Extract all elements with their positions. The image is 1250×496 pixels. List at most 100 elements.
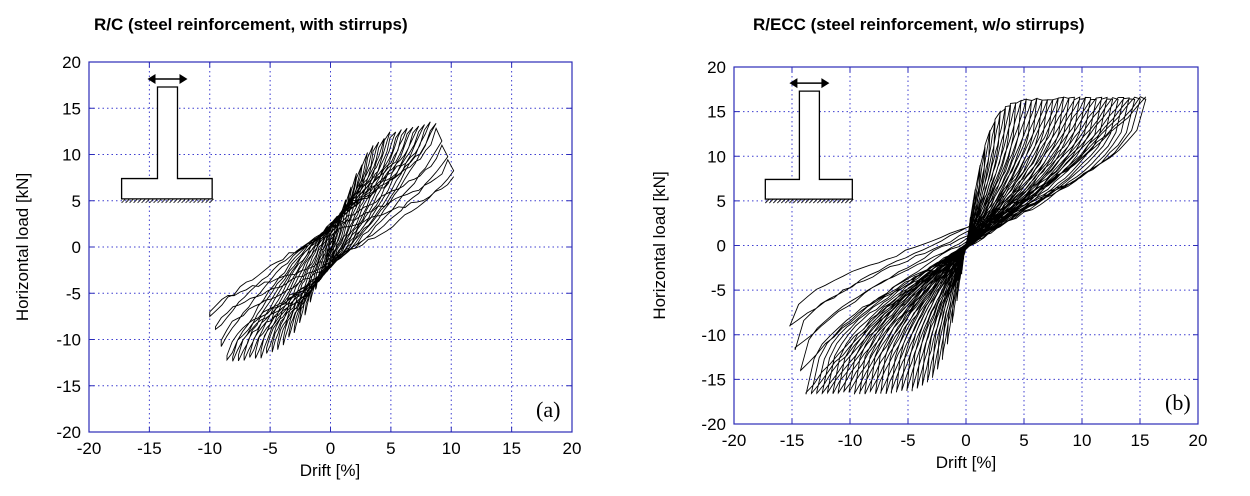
ground-hatch <box>797 198 802 204</box>
ground-hatch <box>833 198 838 204</box>
chart-title: R/C (steel reinforcement, with stirrups) <box>94 15 408 34</box>
ground-hatch <box>169 198 174 204</box>
load-arrow-head <box>179 73 188 84</box>
y-tick-label: 20 <box>707 58 726 77</box>
ground-hatch <box>125 198 130 204</box>
chart-title: R/ECC (steel reinforcement, w/o stirrups… <box>753 15 1085 34</box>
y-tick-label: 0 <box>72 238 81 257</box>
y-tick-label: 15 <box>707 103 726 122</box>
ground-hatch <box>825 198 830 204</box>
ground-hatch <box>777 198 782 204</box>
y-axis-label: Horizontal load [kN] <box>13 173 32 321</box>
ground-hatch <box>209 198 214 204</box>
column-footing-icon <box>120 73 214 204</box>
x-tick-label: 15 <box>1131 431 1150 450</box>
ground-hatch <box>205 198 210 204</box>
ground-hatch <box>129 198 134 204</box>
ground-hatch <box>845 198 850 204</box>
ground-hatch <box>145 198 150 204</box>
x-tick-label: 10 <box>442 439 461 458</box>
chart-a: -20 -15 -10 -5 0 5 10 15 20 20 15 10 5 0 -5 -10 -15 -20 Dr… <box>13 53 582 480</box>
ground-hatch <box>809 198 814 204</box>
ground-hatch <box>185 198 190 204</box>
ground-hatch <box>785 198 790 204</box>
x-tick-label: -20 <box>722 431 747 450</box>
ground-hatch <box>149 198 154 204</box>
hysteresis-line <box>209 121 455 362</box>
ground-hatch <box>161 198 166 204</box>
x-axis-label: Drift [%] <box>936 453 996 472</box>
ground-hatch <box>801 198 806 204</box>
y-tick-label: -15 <box>56 377 81 396</box>
y-tick-label: 0 <box>717 237 726 256</box>
y-tick-label: -10 <box>56 331 81 350</box>
x-tick-label: 20 <box>1189 431 1208 450</box>
x-tick-label: 0 <box>326 439 335 458</box>
ground-hatch <box>773 198 778 204</box>
load-arrow-head <box>821 78 830 89</box>
ground-hatch <box>157 198 162 204</box>
y-tick-label: 20 <box>62 53 81 72</box>
y-tick-label: 10 <box>62 146 81 165</box>
ground-hatch <box>153 198 158 204</box>
ground-hatch <box>789 198 794 204</box>
ground-hatch <box>793 198 798 204</box>
x-tick-label: 15 <box>502 439 521 458</box>
ground-hatch <box>121 198 126 204</box>
y-tick-label: -15 <box>701 370 726 389</box>
y-tick-label: 5 <box>72 192 81 211</box>
x-tick-label: 5 <box>1019 431 1028 450</box>
x-tick-label: -10 <box>838 431 863 450</box>
ground-hatch <box>177 198 182 204</box>
x-tick-label: -15 <box>137 439 162 458</box>
ground-hatch <box>765 198 770 204</box>
x-tick-label: -5 <box>263 439 278 458</box>
x-tick-label: 20 <box>563 439 582 458</box>
x-tick-label: 10 <box>1073 431 1092 450</box>
ground-hatch <box>165 198 170 204</box>
ground-hatch <box>133 198 138 204</box>
ground-hatch <box>141 198 146 204</box>
ground-hatch <box>193 198 198 204</box>
x-tick-label: -5 <box>900 431 915 450</box>
ground-hatch <box>837 198 842 204</box>
y-tick-label: -10 <box>701 326 726 345</box>
ground-hatch <box>769 198 774 204</box>
chart-panel-b: R/ECC (steel reinforcement, w/o stirrups… <box>625 0 1250 496</box>
ground-hatch <box>197 198 202 204</box>
ground-hatch <box>821 198 826 204</box>
hysteresis-curves <box>789 96 1147 395</box>
ground-hatch <box>849 198 854 204</box>
y-tick-label: 5 <box>717 192 726 211</box>
ground-hatch <box>189 198 194 204</box>
y-tick-label: 15 <box>62 99 81 118</box>
x-axis-label: Drift [%] <box>300 461 360 480</box>
y-tick-label: -20 <box>701 415 726 434</box>
ground-hatch <box>841 198 846 204</box>
load-arrow-head <box>147 73 156 84</box>
ground-hatch <box>829 198 834 204</box>
column-footing-icon <box>764 78 854 204</box>
y-tick-label: 10 <box>707 147 726 166</box>
x-tick-label: -10 <box>197 439 222 458</box>
ground-hatch <box>181 198 186 204</box>
ground-hatch <box>781 198 786 204</box>
y-tick-label: -20 <box>56 423 81 442</box>
panel-label: (b) <box>1165 390 1191 415</box>
y-tick-label: -5 <box>66 284 81 303</box>
chart-panel-a: R/C (steel reinforcement, with stirrups)… <box>13 15 582 480</box>
chart-b: -20 -15 -10 -5 0 5 10 15 20 20 15 10 5 0 -5 -10 -15 -20 Dr… <box>650 58 1208 472</box>
y-axis-label: Horizontal load [kN] <box>650 171 669 319</box>
ground-hatch <box>805 198 810 204</box>
ground-hatch <box>137 198 142 204</box>
ground-hatch <box>201 198 206 204</box>
y-tick-label: -5 <box>711 281 726 300</box>
x-tick-label: 0 <box>961 431 970 450</box>
x-tick-label: 5 <box>386 439 395 458</box>
panel-label: (a) <box>536 397 560 422</box>
ground-hatch <box>813 198 818 204</box>
hysteresis-line <box>789 96 1147 395</box>
load-arrow-head <box>789 78 798 89</box>
ground-hatch <box>817 198 822 204</box>
ground-hatch <box>173 198 178 204</box>
